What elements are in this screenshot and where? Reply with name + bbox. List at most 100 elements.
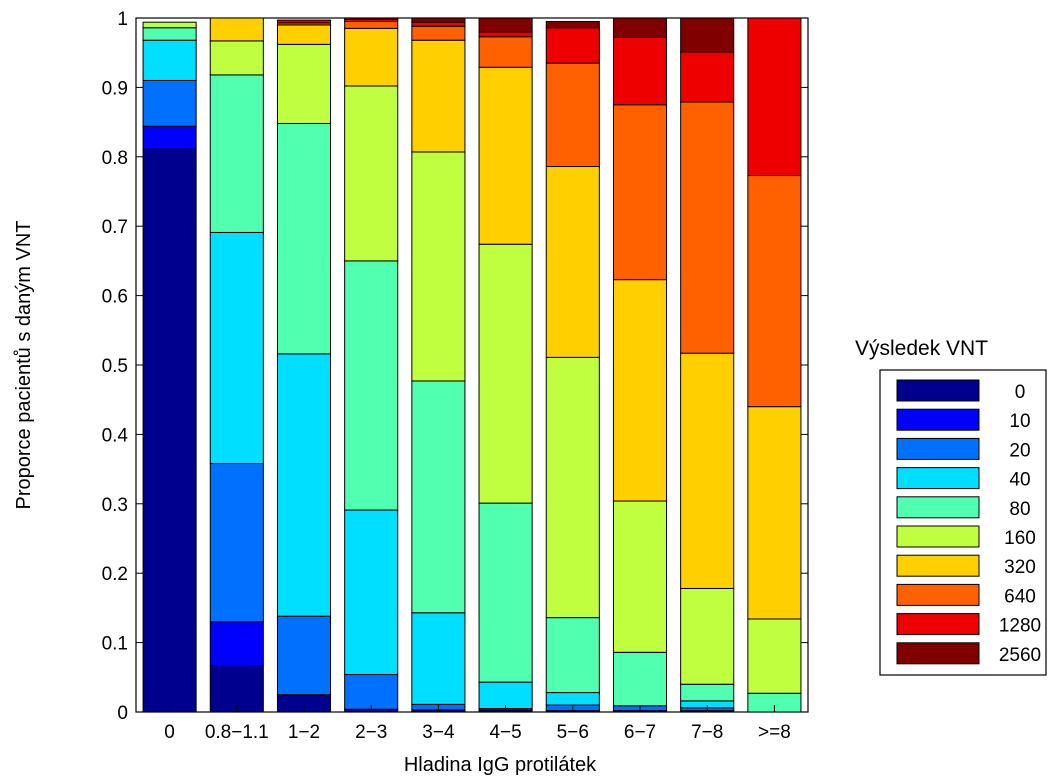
y-tick-label: 0.5 <box>102 356 128 377</box>
bar-segment-2-20 <box>209 463 264 623</box>
legend-swatch-1280 <box>896 613 980 636</box>
x-tick-label: 1−2 <box>288 722 320 743</box>
bar-segment-4-320 <box>344 27 399 87</box>
bar-segment-2-160 <box>209 40 264 76</box>
x-tick-label: 4−5 <box>489 722 521 743</box>
bar-segment-7-40 <box>545 692 600 706</box>
legend-swatch-320 <box>896 554 980 577</box>
legend-swatch-10 <box>896 408 980 431</box>
bar-segment-7-160 <box>545 356 600 619</box>
legend-label-640: 640 <box>1004 586 1036 607</box>
bar-segment-9-640 <box>680 101 735 354</box>
bar-segment-10-160 <box>747 618 802 694</box>
bar-segment-9-160 <box>680 587 735 685</box>
bar-segment-9-320 <box>680 352 735 589</box>
legend-label-0: 0 <box>1015 382 1026 403</box>
bar-segment-6-80 <box>478 502 533 683</box>
bar-segment-8-1280 <box>612 36 668 106</box>
bar-segment-2-10 <box>209 621 264 667</box>
bar-segment-3-20 <box>276 615 332 696</box>
bar-segment-1-80 <box>142 27 197 41</box>
bar-segment-4-2560 <box>344 17 399 20</box>
bar-segment-5-80 <box>411 380 466 614</box>
y-tick-label: 0.6 <box>102 287 128 308</box>
y-tick-label: 0.2 <box>102 564 128 585</box>
x-tick-label: 6−7 <box>624 722 656 743</box>
x-tick-label: 5−6 <box>557 722 589 743</box>
bar-segment-9-2560 <box>680 17 735 53</box>
bar-segment-1-160 <box>142 21 197 29</box>
bar-segment-7-2560 <box>545 20 600 29</box>
bar-segment-7-1280 <box>545 27 600 64</box>
bar-segment-2-320 <box>209 17 264 42</box>
legend-label-80: 80 <box>1009 499 1030 520</box>
bar-segment-8-80 <box>612 651 668 707</box>
bar-segment-4-640 <box>344 20 399 29</box>
bar-segment-8-320 <box>612 279 668 502</box>
bar-segment-7-640 <box>545 62 600 168</box>
bar-segment-1-0 <box>142 148 197 713</box>
y-tick-label: 1 <box>117 9 128 30</box>
bar-segment-6-40 <box>478 681 533 710</box>
bar-segment-5-40 <box>411 612 466 705</box>
legend: Výsledek VNT 0 10 20 40 80 160 320 640 1280 2560 <box>855 337 1047 676</box>
legend-title: Výsledek VNT <box>855 337 988 360</box>
y-tick-label: 0.9 <box>102 78 128 99</box>
y-tick-label: 0.3 <box>102 495 128 516</box>
x-axis-ticks: 0 0.8−1.1 1−2 2−3 3−4 4−5 5−6 6−7 7−8 >=8 <box>164 705 791 743</box>
bar-segment-7-320 <box>545 166 600 358</box>
x-tick-label: 2−3 <box>355 722 387 743</box>
legend-swatch-2560 <box>896 642 980 665</box>
x-tick-label: 7−8 <box>691 722 723 743</box>
bar-segment-3-160 <box>276 43 332 124</box>
legend-swatch-40 <box>896 467 980 490</box>
bar-segment-8-160 <box>612 500 668 653</box>
legend-swatch-640 <box>896 583 980 606</box>
bar-segment-6-160 <box>478 243 533 504</box>
y-tick-label: 0.4 <box>102 425 129 446</box>
bar-segment-3-320 <box>276 24 332 45</box>
bar-segment-6-640 <box>478 36 533 68</box>
bar-segment-9-80 <box>680 683 735 702</box>
legend-label-320: 320 <box>1004 557 1036 578</box>
x-tick-label: 0 <box>164 722 175 743</box>
bar-segment-5-160 <box>411 151 466 382</box>
bar-segment-2-40 <box>209 231 264 465</box>
y-tick-label: 0 <box>117 703 128 724</box>
legend-swatch-20 <box>896 437 980 460</box>
legend-swatch-80 <box>896 496 980 519</box>
bar-segment-5-640 <box>411 25 466 41</box>
y-axis-label: Proporce pacientů s daným VNT <box>13 220 35 509</box>
bar-segment-7-80 <box>545 617 600 694</box>
bar-segment-5-2560 <box>411 17 466 23</box>
bar-segment-4-20 <box>344 674 399 710</box>
y-tick-label: 0.7 <box>102 217 128 238</box>
bar-segment-4-160 <box>344 85 399 262</box>
x-tick-label: >=8 <box>758 722 791 743</box>
legend-label-10: 10 <box>1009 411 1030 432</box>
bar-segment-1-20 <box>142 79 197 127</box>
legend-label-40: 40 <box>1009 470 1030 491</box>
y-axis-ticks: 0 0.1 0.2 0.3 0.4 0.5 0.6 0.7 0.8 0.9 1 <box>102 9 808 724</box>
bar-segment-1-10 <box>142 125 197 150</box>
legend-label-160: 160 <box>1004 528 1036 549</box>
bar-segment-4-40 <box>344 509 399 676</box>
legend-label-1280: 1280 <box>999 616 1041 637</box>
bar-segment-10-1280 <box>747 17 802 177</box>
legend-label-20: 20 <box>1009 440 1030 461</box>
legend-swatch-160 <box>896 525 980 548</box>
bar-segment-6-320 <box>478 66 533 245</box>
bar-segment-8-2560 <box>612 17 668 38</box>
x-tick-label: 3−4 <box>422 722 455 743</box>
y-tick-label: 0.1 <box>102 634 128 655</box>
y-tick-label: 0.8 <box>102 148 128 169</box>
x-axis-label: Hladina IgG protilátek <box>404 754 597 776</box>
bar-segment-3-1280 <box>276 19 332 24</box>
legend-label-2560: 2560 <box>999 645 1041 666</box>
bar-segment-9-1280 <box>680 51 735 103</box>
bar-segment-5-1280 <box>411 21 466 27</box>
bar-segment-6-1280 <box>478 31 533 38</box>
bar-segment-1-40 <box>142 39 197 81</box>
bar-segment-10-640 <box>747 175 802 408</box>
